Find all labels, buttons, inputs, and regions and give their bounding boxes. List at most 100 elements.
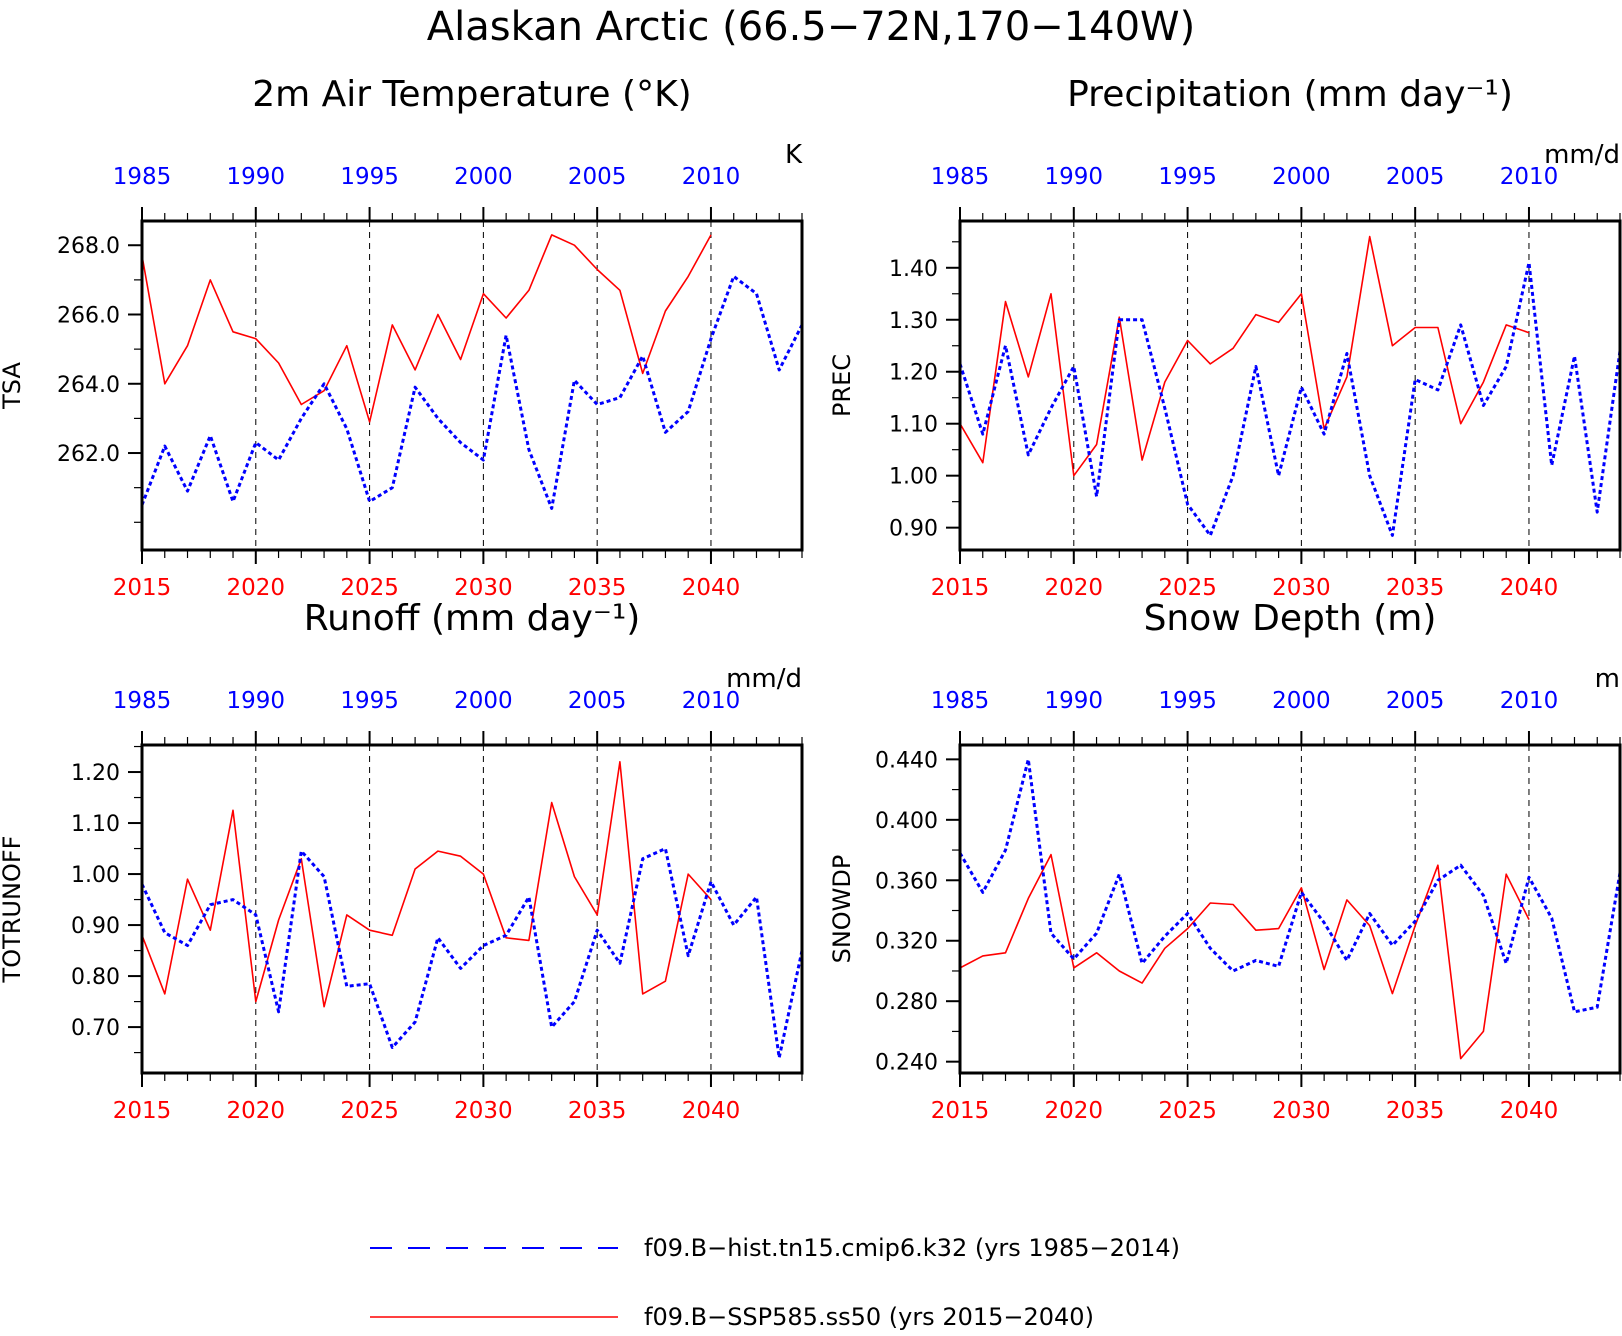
y-axis-label: PREC <box>828 354 856 417</box>
y-tick-label: 0.360 <box>875 869 938 894</box>
y-tick-label: 0.240 <box>875 1051 938 1076</box>
panel-title: 2m Air Temperature (°K) <box>252 74 691 115</box>
x-tick-label-bottom: 2025 <box>340 1098 399 1124</box>
x-tick-label-top: 2000 <box>454 688 513 714</box>
x-tick-label-bottom: 2030 <box>454 1098 513 1124</box>
x-tick-label-bottom: 2015 <box>113 1098 172 1124</box>
x-tick-label-bottom: 2040 <box>682 1098 741 1124</box>
x-tick-label-bottom: 2030 <box>454 575 513 601</box>
y-tick-label: 268.0 <box>57 234 120 259</box>
panel-unit: m <box>1595 664 1620 694</box>
y-tick-label: 264.0 <box>57 373 120 398</box>
x-tick-label-bottom: 2040 <box>1500 575 1559 601</box>
y-tick-label: 1.20 <box>71 761 120 786</box>
y-tick-label: 1.00 <box>889 465 938 490</box>
panels: 2m Air Temperature (°K) K 2015 2020 2025 2030… <box>0 74 1622 1124</box>
series-line-historical <box>142 274 802 510</box>
x-tick-label-top: 2005 <box>568 164 627 190</box>
y-tick-label: 0.90 <box>71 914 120 939</box>
panel-title: Runoff (mm day⁻¹) <box>304 598 641 639</box>
x-tick-label-bottom: 2035 <box>568 1098 627 1124</box>
x-tick-label-bottom: 2025 <box>340 575 399 601</box>
panel-4: Snow Depth (m) m 2015 2020 2025 2030 2035 2040 1… <box>828 598 1622 1124</box>
series-line-future <box>960 853 1530 1060</box>
series-line-future <box>142 760 712 1008</box>
series-line-future <box>142 234 712 423</box>
y-tick-label: 0.70 <box>71 1016 120 1041</box>
series-line-historical <box>960 261 1620 537</box>
x-tick-label-bottom: 2040 <box>682 575 741 601</box>
x-tick-label-top: 2010 <box>1500 164 1559 190</box>
x-tick-label-top: 2010 <box>682 164 741 190</box>
x-tick-label-top: 1985 <box>113 164 172 190</box>
x-tick-label-bottom: 2030 <box>1272 575 1331 601</box>
plot-frame <box>958 743 1622 1075</box>
x-tick-label-bottom: 2015 <box>931 575 990 601</box>
y-tick-label: 1.10 <box>889 413 938 438</box>
x-tick-label-top: 2010 <box>682 688 741 714</box>
panel-2: Precipitation (mm day⁻¹) mm/d 2015 2020 2025… <box>828 74 1622 601</box>
x-tick-label-bottom: 2020 <box>227 1098 286 1124</box>
panel-unit: K <box>785 140 803 170</box>
x-tick-label-top: 2005 <box>1386 164 1445 190</box>
y-tick-label: 0.400 <box>875 809 938 834</box>
x-tick-label-top: 2005 <box>568 688 627 714</box>
figure-title: Alaskan Arctic (66.5−72N,170−140W) <box>427 4 1195 50</box>
y-tick-label: 1.30 <box>889 309 938 334</box>
y-tick-label: 0.320 <box>875 930 938 955</box>
x-tick-label-top: 1995 <box>1158 688 1217 714</box>
x-tick-label-bottom: 2025 <box>1158 1098 1217 1124</box>
x-tick-label-top: 2000 <box>1272 164 1331 190</box>
x-tick-label-bottom: 2035 <box>568 575 627 601</box>
y-tick-label: 0.80 <box>71 965 120 990</box>
y-tick-label: 266.0 <box>57 304 120 329</box>
x-tick-label-top: 1995 <box>340 164 399 190</box>
x-tick-label-top: 1995 <box>1158 164 1217 190</box>
x-tick-label-bottom: 2040 <box>1500 1098 1559 1124</box>
series-line-historical <box>960 757 1620 1014</box>
panel-3: Runoff (mm day⁻¹) mm/d 2015 2020 2025 2030 203… <box>0 598 804 1124</box>
panel-title: Snow Depth (m) <box>1144 598 1437 639</box>
x-tick-label-top: 2000 <box>454 164 513 190</box>
x-tick-label-bottom: 2020 <box>1045 575 1104 601</box>
legend-label-historical: f09.B−hist.tn15.cmip6.k32 (yrs 1985−2014… <box>644 1234 1180 1262</box>
panel-title: Precipitation (mm day⁻¹) <box>1067 74 1513 115</box>
y-tick-label: 1.40 <box>889 257 938 282</box>
legend: f09.B−hist.tn15.cmip6.k32 (yrs 1985−2014… <box>370 1234 1180 1331</box>
x-tick-label-bottom: 2015 <box>113 575 172 601</box>
x-tick-label-top: 1990 <box>1045 164 1104 190</box>
panel-1: 2m Air Temperature (°K) K 2015 2020 2025 2030… <box>0 74 804 601</box>
x-tick-label-top: 2010 <box>1500 688 1559 714</box>
panel-unit: mm/d <box>1544 140 1620 170</box>
y-tick-label: 1.20 <box>889 361 938 386</box>
plot-frame <box>140 743 804 1075</box>
x-tick-label-bottom: 2015 <box>931 1098 990 1124</box>
y-tick-label: 0.90 <box>889 517 938 542</box>
x-tick-label-bottom: 2025 <box>1158 575 1217 601</box>
x-tick-label-top: 1985 <box>931 688 990 714</box>
plot-frame <box>140 219 804 552</box>
y-axis-label: SNOWDP <box>828 855 856 964</box>
x-tick-label-bottom: 2020 <box>227 575 286 601</box>
x-tick-label-top: 2005 <box>1386 688 1445 714</box>
y-axis-label: TSA <box>0 362 26 410</box>
x-tick-label-top: 1985 <box>931 164 990 190</box>
y-tick-label: 0.280 <box>875 990 938 1015</box>
y-tick-label: 1.10 <box>71 812 120 837</box>
x-tick-label-top: 1990 <box>227 164 286 190</box>
x-tick-label-bottom: 2020 <box>1045 1098 1104 1124</box>
y-tick-label: 1.00 <box>71 863 120 888</box>
x-tick-label-top: 1985 <box>113 688 172 714</box>
x-tick-label-top: 1995 <box>340 688 399 714</box>
plot-frame <box>958 219 1622 552</box>
panel-unit: mm/d <box>726 664 802 694</box>
x-tick-label-bottom: 2030 <box>1272 1098 1331 1124</box>
series-line-historical <box>142 847 802 1060</box>
x-tick-label-top: 1990 <box>1045 688 1104 714</box>
y-tick-label: 0.440 <box>875 748 938 773</box>
y-axis-label: TOTRUNOFF <box>0 836 26 984</box>
x-tick-label-top: 2000 <box>1272 688 1331 714</box>
x-tick-label-bottom: 2035 <box>1386 575 1445 601</box>
series-line-future <box>960 235 1530 477</box>
